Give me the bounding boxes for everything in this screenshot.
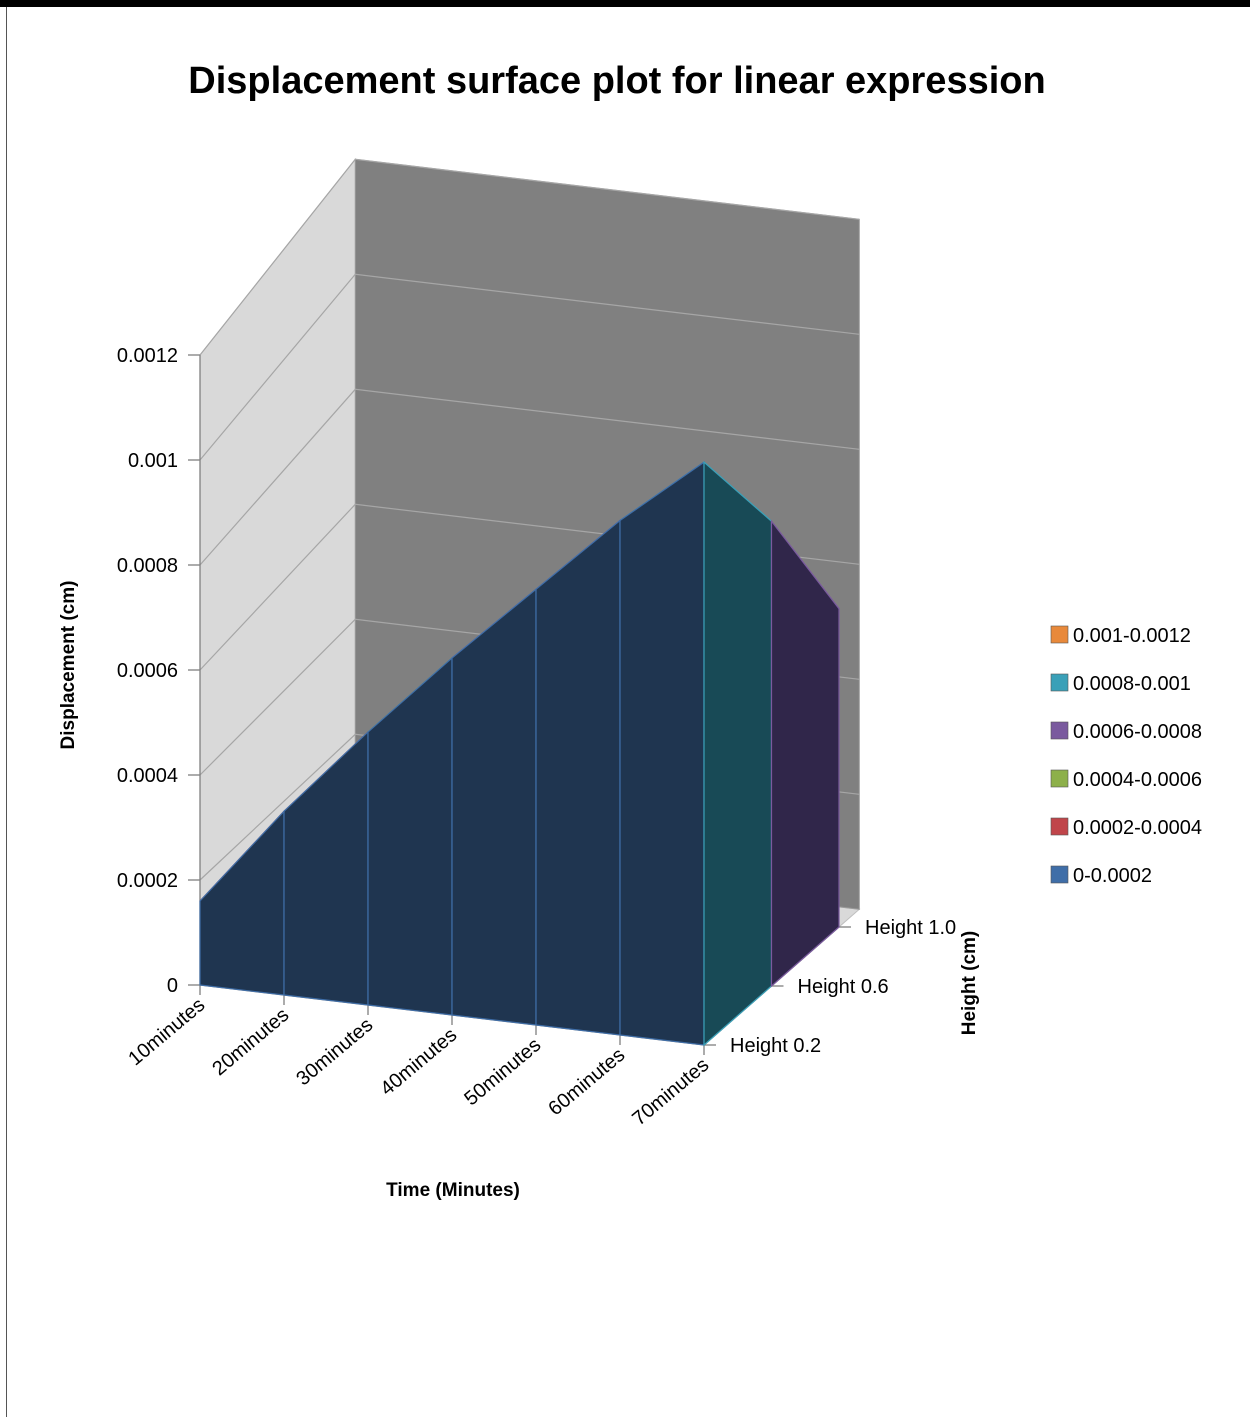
surface-patch	[770, 519, 840, 988]
surface-patch	[619, 461, 705, 1046]
x-tick-label: 30minutes	[292, 1014, 377, 1090]
y-tick-label: 0.0008	[117, 555, 178, 577]
surface-patch	[703, 460, 773, 1047]
x-tick-label: 40minutes	[376, 1024, 461, 1100]
x-tick-label: 60minutes	[544, 1044, 629, 1120]
gridline	[199, 388, 860, 566]
z-tick-label: Height 1.0	[865, 917, 956, 939]
x-tick-label: 10minutes	[124, 994, 209, 1070]
x-axis-title: Time (Minutes)	[386, 1180, 520, 1201]
legend-swatch	[1050, 817, 1069, 836]
y-tick-label: 0	[167, 975, 178, 997]
legend-label: 0.0002-0.0004	[1073, 817, 1202, 839]
y-tick-label: 0.0012	[117, 345, 178, 367]
surface	[199, 460, 840, 1047]
x-tick-label: 20minutes	[208, 1004, 293, 1080]
legend-swatch	[1050, 769, 1069, 788]
chart-title: Displacement surface plot for linear exp…	[188, 60, 1046, 102]
top-border	[0, 0, 1250, 7]
y-tick-label: 0.0004	[117, 765, 178, 787]
x-tick-label: 70minutes	[628, 1054, 713, 1130]
z-axis-title: Height (cm)	[959, 931, 980, 1036]
legend-swatch	[1050, 625, 1069, 644]
legend-label: 0.001-0.0012	[1073, 625, 1191, 647]
surface-patch	[535, 519, 621, 1036]
surface-patch	[451, 588, 537, 1026]
left-border	[6, 7, 7, 1417]
legend-label: 0.0004-0.0006	[1073, 769, 1202, 791]
gridline	[199, 158, 860, 356]
legend-swatch	[1050, 673, 1069, 692]
y-tick-label: 0.001	[128, 450, 178, 472]
gridline	[199, 273, 860, 461]
legend-swatch	[1050, 721, 1069, 740]
y-axis-title: Displacement (cm)	[58, 581, 79, 750]
x-tick-label: 50minutes	[460, 1034, 545, 1110]
z-tick-label: Height 0.2	[730, 1035, 821, 1057]
legend-swatch	[1050, 865, 1069, 884]
y-tick-label: 0.0006	[117, 660, 178, 682]
z-tick-label: Height 0.6	[798, 976, 889, 998]
legend-label: 0.0008-0.001	[1073, 673, 1191, 695]
legend-label: 0.0006-0.0008	[1073, 721, 1202, 743]
legend-label: 0-0.0002	[1073, 865, 1152, 887]
y-tick-label: 0.0002	[117, 870, 178, 892]
